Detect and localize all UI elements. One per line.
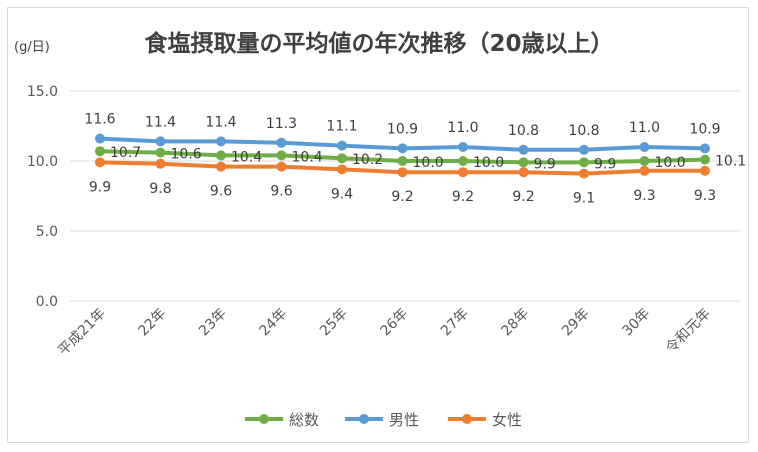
y-tick-label: 0.0 [36,294,58,310]
legend-marker [462,414,472,424]
data-point [579,144,589,155]
data-point [276,161,287,172]
x-tick-label: 28年 [499,306,533,340]
data-label: 9.8 [149,181,171,197]
data-point [700,165,710,176]
x-tick-label: 平成21年 [55,306,109,360]
data-label: 10.2 [352,152,383,168]
data-label: 11.1 [326,119,357,135]
data-label: 10.1 [715,154,746,170]
data-label: 10.9 [689,121,720,137]
x-tick-label: 27年 [438,306,472,340]
x-tick-label: 30年 [620,306,654,340]
data-point [579,157,589,168]
chart-frame [7,7,749,443]
data-label: 11.6 [84,112,115,128]
data-point [458,156,468,166]
data-label: 9.2 [391,189,413,205]
data-label: 10.8 [568,123,599,139]
data-point [276,137,287,148]
y-tick-label: 15.0 [27,84,58,100]
data-label: 9.2 [452,189,474,205]
data-point [155,158,166,169]
data-label: 9.6 [210,184,232,200]
data-label: 9.9 [89,179,111,195]
x-tick-label: 24年 [257,306,291,340]
data-point [458,167,468,178]
data-label: 9.2 [512,189,534,205]
data-label: 11.4 [145,114,176,130]
data-point [397,167,408,178]
data-label: 9.6 [270,184,292,200]
data-label: 10.9 [387,121,418,137]
data-label: 10.0 [413,155,444,171]
x-tick-label: 令和元年 [663,306,714,357]
y-tick-label: 5.0 [36,224,58,240]
data-point [337,140,347,151]
x-tick-label: 25年 [317,306,351,340]
data-point [155,136,166,147]
data-point [155,147,166,158]
data-label: 10.4 [292,149,323,165]
data-point [216,161,226,172]
legend-label: 女性 [492,411,522,429]
data-point [518,167,529,178]
data-point [700,154,710,165]
data-point [397,156,408,166]
data-label: 9.9 [594,156,616,172]
data-label: 9.1 [573,191,595,207]
data-label: 10.4 [231,149,262,165]
data-label: 10.6 [171,147,202,163]
data-point [397,143,408,154]
y-axis-unit: (g/日) [14,40,50,55]
x-tick-label: 23年 [196,306,230,340]
data-label: 10.8 [508,123,539,139]
legend-marker [359,414,369,424]
x-tick-label: 29年 [559,306,593,340]
data-label: 10.7 [110,145,141,161]
data-point [216,150,226,161]
chart-title: 食塩摂取量の平均値の年次推移（20歳以上） [144,31,614,57]
legend-label: 総数 [289,411,319,429]
data-label: 9.3 [694,188,716,204]
data-label: 9.4 [331,186,353,202]
data-point [639,165,650,176]
data-label: 11.4 [205,114,236,130]
data-label: 9.9 [534,156,556,172]
x-tick-label: 22年 [136,306,170,340]
data-label: 10.0 [473,155,504,171]
data-point [518,144,529,155]
data-point [518,157,529,168]
x-tick-label: 26年 [378,306,412,340]
data-label: 9.3 [633,188,655,204]
data-point [337,164,347,175]
data-label: 10.0 [655,155,686,171]
data-point [95,133,105,144]
data-point [95,146,105,157]
data-point [639,156,650,166]
data-label: 11.0 [629,120,660,136]
y-tick-label: 10.0 [27,154,58,170]
data-point [95,157,105,168]
data-label: 11.0 [447,120,478,136]
data-point [216,136,226,147]
data-point [579,168,589,179]
data-point [700,143,710,154]
data-point [337,153,347,164]
data-point [458,142,468,152]
legend-label: 男性 [389,411,419,429]
legend-marker [259,414,269,424]
data-point [639,142,650,152]
data-label: 11.3 [266,116,297,132]
data-point [276,150,287,161]
